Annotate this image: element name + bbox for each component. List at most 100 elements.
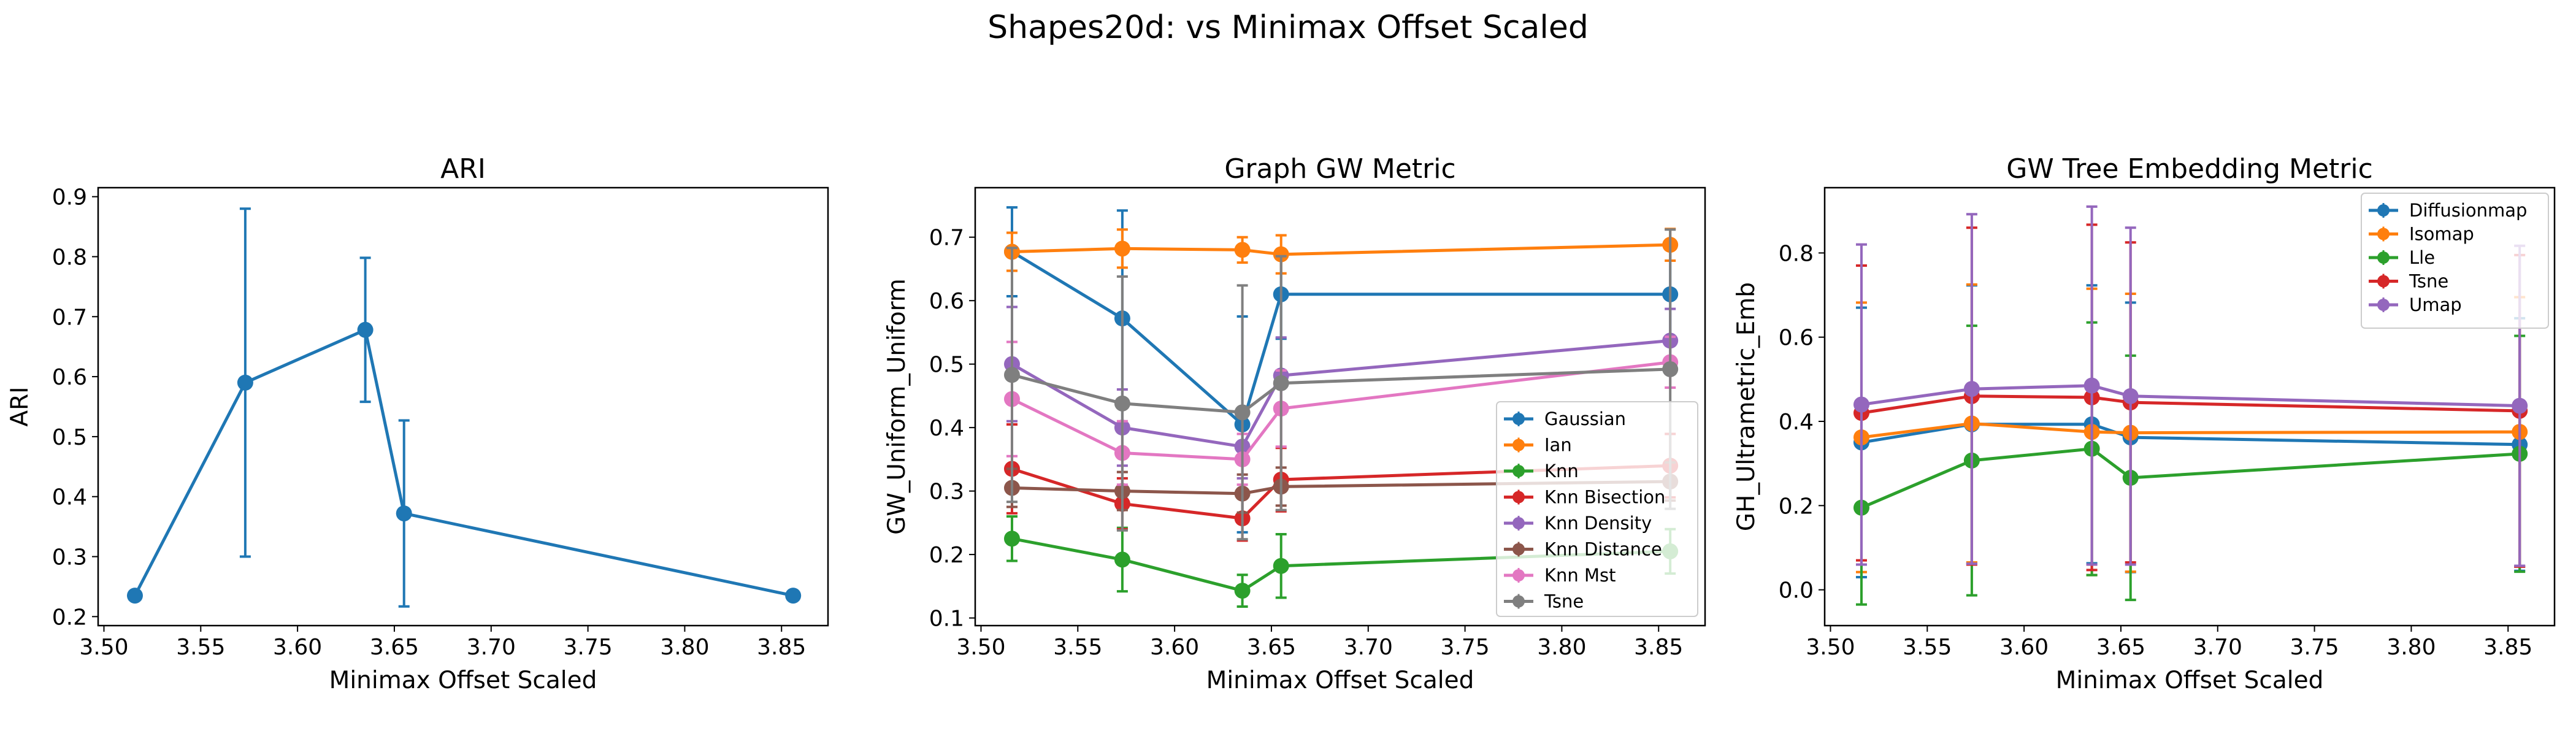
legend-label: Gaussian — [1544, 408, 1626, 429]
legend-swatch-marker — [1512, 413, 1525, 425]
x-tick-label: 3.75 — [1441, 635, 1490, 660]
series — [1003, 515, 1679, 608]
chart-panel: ARI 3.50 3.55 3.60 3.65 3.70 3.75 3.80 3.85 0.2 0.… — [6, 153, 829, 694]
legend-label: Diffusionmap — [2409, 200, 2527, 221]
y-tick-label: 0.2 — [929, 543, 964, 568]
x-tick-label: 3.60 — [1999, 635, 2049, 660]
legend-swatch-marker — [2377, 228, 2390, 240]
y-tick-label: 0.7 — [52, 305, 87, 330]
chart-panel: Graph GW Metric 3.50 3.55 3.60 3.65 3.70 3.75 3… — [883, 153, 1706, 694]
series — [126, 207, 802, 608]
series-line — [1861, 423, 2520, 447]
legend-label: Knn Mst — [1544, 565, 1616, 586]
x-tick-label: 3.70 — [467, 635, 516, 660]
y-tick-label: 0.8 — [52, 245, 87, 270]
x-tick-label: 3.50 — [79, 635, 128, 660]
x-tick-label: 3.85 — [1634, 635, 1683, 660]
legend-swatch-marker — [1512, 595, 1525, 608]
chart-panels: ARI 3.50 3.55 3.60 3.65 3.70 3.75 3.80 3.85 0.2 0.… — [6, 153, 2556, 694]
x-tick-label: 3.65 — [370, 635, 419, 660]
data-point — [2122, 388, 2139, 404]
legend-label: Umap — [2409, 294, 2462, 315]
data-point — [1003, 531, 1020, 547]
y-tick-label: 0.1 — [929, 607, 964, 632]
x-tick-label: 3.80 — [660, 635, 709, 660]
legend-label: Lle — [2409, 247, 2435, 268]
y-tick-label: 0.8 — [1779, 241, 1814, 266]
series — [1853, 321, 2528, 606]
x-tick-label: 3.55 — [1053, 635, 1102, 660]
x-tick-label: 3.55 — [176, 635, 225, 660]
axes-frame — [97, 186, 829, 627]
y-tick-label: 0.0 — [1779, 578, 1814, 604]
chart-title: GW Tree Embedding Metric — [2006, 153, 2373, 185]
x-tick-label: 3.70 — [1344, 635, 1393, 660]
data-point — [1114, 240, 1130, 257]
y-tick-label: 0.3 — [52, 545, 87, 570]
legend-swatch-marker — [1512, 569, 1525, 581]
legend-label: Knn Density — [1544, 513, 1652, 534]
x-tick-label: 3.75 — [2290, 635, 2339, 660]
legend-swatch-marker — [1512, 465, 1525, 477]
y-tick-label: 0.2 — [52, 605, 87, 630]
data-point — [126, 588, 143, 604]
data-point — [1273, 558, 1289, 574]
legend-label: Ian — [1544, 435, 1572, 456]
y-tick-label: 0.5 — [52, 425, 87, 450]
x-tick-label: 3.60 — [273, 635, 322, 660]
series — [1003, 228, 1679, 275]
data-point — [1234, 242, 1251, 258]
x-tick-label: 3.50 — [1806, 635, 1855, 660]
x-tick-label: 3.50 — [956, 635, 1005, 660]
legend-label: Knn Distance — [1544, 539, 1662, 560]
legend-label: Tsne — [1544, 591, 1584, 612]
series-line — [1861, 422, 2520, 439]
data-point — [1273, 375, 1289, 391]
series-line — [1861, 447, 2520, 510]
legend-label: Knn — [1544, 461, 1579, 481]
chart-title: ARI — [440, 153, 486, 185]
data-point — [1114, 551, 1130, 568]
chart-title: Graph GW Metric — [1224, 153, 1455, 185]
figure-suptitle: Shapes20d: vs Minimax Offset Scaled — [987, 9, 1589, 46]
x-tick-label: 3.70 — [2193, 635, 2242, 660]
data-point — [2512, 397, 2528, 414]
x-tick-label: 3.80 — [2386, 635, 2436, 660]
data-point — [1963, 381, 1980, 397]
data-point — [1234, 404, 1251, 421]
x-tick-label: 3.75 — [564, 635, 613, 660]
x-tick-label: 3.55 — [1903, 635, 1952, 660]
y-tick-label: 0.4 — [1779, 410, 1814, 435]
series-line — [1011, 250, 1671, 426]
x-tick-label: 3.60 — [1150, 635, 1199, 660]
legend-swatch-marker — [1512, 543, 1525, 556]
axes-frame — [1823, 186, 2556, 627]
series-line — [133, 328, 794, 597]
y-tick-label: 0.7 — [929, 226, 964, 251]
chart-panel: GW Tree Embedding Metric 3.50 3.55 3.60 3.65… — [1733, 153, 2556, 694]
y-tick-label: 0.9 — [52, 185, 87, 210]
y-tick-label: 0.4 — [929, 416, 964, 441]
data-point — [2083, 377, 2100, 394]
x-axis-label: Minimax Offset Scaled — [329, 667, 597, 694]
legend-box — [1496, 401, 1698, 617]
y-tick-label: 0.5 — [929, 353, 964, 378]
legend-swatch-marker — [2377, 204, 2390, 217]
data-point — [1003, 367, 1020, 383]
data-point — [1114, 395, 1130, 412]
x-tick-label: 3.65 — [1247, 635, 1296, 660]
series-line — [1011, 243, 1671, 256]
x-axis-label: Minimax Offset Scaled — [2056, 667, 2324, 694]
data-point — [1853, 396, 1869, 413]
x-tick-label: 3.85 — [757, 635, 806, 660]
y-tick-label: 0.3 — [929, 480, 964, 505]
legend-swatch-marker — [2377, 275, 2390, 288]
y-tick-label: 0.6 — [1779, 326, 1814, 351]
y-axis-label: GW_Uniform_Uniform — [883, 278, 911, 535]
y-tick-label: 0.6 — [929, 289, 964, 314]
y-axis-label: GH_Ultrametric_Emb — [1733, 282, 1760, 531]
series — [1853, 205, 2528, 567]
data-point — [357, 321, 374, 338]
y-tick-label: 0.4 — [52, 485, 87, 510]
